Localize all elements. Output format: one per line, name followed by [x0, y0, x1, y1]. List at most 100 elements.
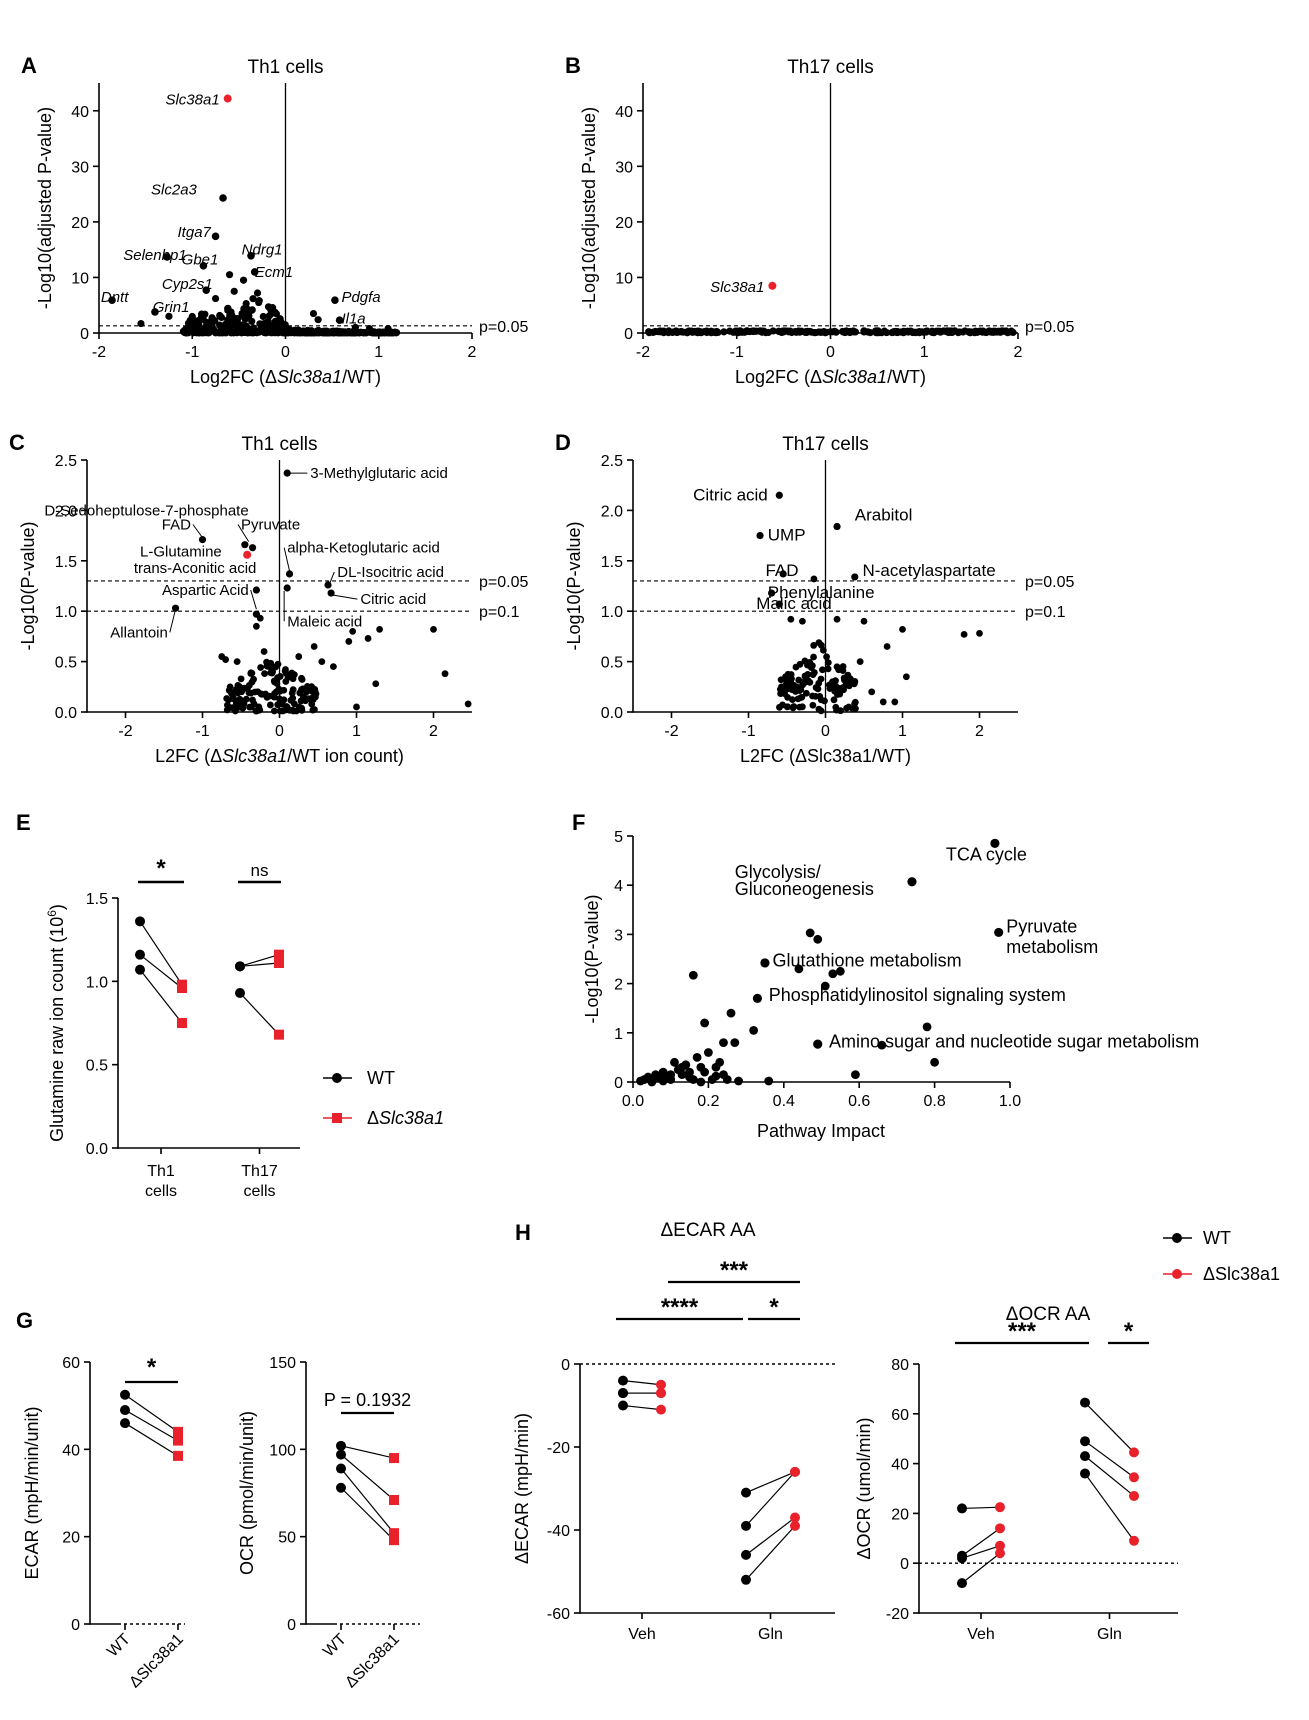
data-point [660, 327, 668, 335]
x-tick-label: Veh [628, 1626, 656, 1643]
panel-title: Th17 cells [787, 57, 874, 78]
significance-label: * [769, 1294, 779, 1321]
point-label: Gbe1 [182, 252, 219, 269]
y-axis-label: -Log10(P-value) [582, 894, 602, 1023]
y-tick-label: 1.5 [55, 554, 77, 571]
x-axis-label-part: /WT) [887, 367, 926, 387]
y-axis-label: -Log10(adjusted P-value) [35, 107, 55, 309]
point-label: Glycolysis/ [735, 862, 821, 882]
point-label: Phenylalanine [768, 583, 875, 602]
x-axis-label-part: Log2FC (Δ [190, 367, 277, 387]
pair-line [1084, 1473, 1135, 1542]
data-point [227, 329, 236, 337]
data-point [677, 328, 686, 336]
x-tick-label: 0.4 [773, 1093, 795, 1110]
y-tick-label: 0.5 [55, 655, 77, 672]
y-tick-label: 0 [287, 1617, 296, 1634]
data-point [891, 698, 899, 706]
data-point [779, 570, 787, 578]
highlight-point [768, 281, 777, 290]
data-point [275, 685, 283, 693]
y-tick-label: 60 [62, 1355, 80, 1372]
x-tick-label: Th1 [147, 1163, 175, 1180]
threshold-label: p=0.05 [1025, 574, 1074, 591]
data-point [237, 675, 245, 683]
y-tick-label: 4 [614, 878, 623, 895]
data-point [276, 673, 284, 680]
data-point [647, 1077, 657, 1087]
point-label: Phosphatidylinositol signaling system [769, 985, 1066, 1005]
wt-point [1080, 1436, 1090, 1447]
data-point [746, 328, 754, 336]
panel-c-metabolite-volcano-th1: C Th1 cells 0.0 0.5 1.0 1.5 2.0 2.5 -2 -1 0 1 2 p=0.0… [9, 430, 528, 766]
data-point [353, 703, 360, 711]
data-point [311, 706, 318, 713]
x-tick-label: cells [243, 1183, 275, 1200]
x-tick-label: WT [104, 1631, 134, 1661]
data-point [787, 615, 795, 623]
y-tick-label: -20 [547, 1440, 570, 1457]
data-point [181, 326, 189, 334]
ko-point [995, 1548, 1005, 1559]
data-point [464, 700, 472, 708]
y-axis-label: ΔOCR (umol/min) [854, 1417, 874, 1559]
wt-point [235, 988, 245, 998]
data-point [726, 327, 734, 335]
x-tick-label: ΔSlc38a1 [342, 1631, 403, 1692]
highlight-label: L-Glutamine [140, 544, 222, 561]
data-point [758, 328, 766, 336]
data-point [314, 316, 322, 324]
point-label: Il1a [341, 311, 365, 328]
data-point [715, 1057, 725, 1067]
x-tick-label: 0 [275, 723, 284, 740]
significance-label: * [156, 855, 166, 882]
data-point [685, 327, 693, 335]
data-point [877, 1040, 887, 1050]
x-tick-label: 2 [468, 344, 477, 361]
data-point [768, 589, 776, 597]
x-axis-label-part: /WT ion count) [287, 746, 404, 766]
data-point [796, 703, 803, 711]
wt-point [135, 916, 145, 927]
leader-line [329, 571, 335, 585]
pair-line [139, 969, 183, 1024]
data-point [373, 329, 381, 337]
data-point [778, 328, 786, 337]
data-point [230, 287, 238, 295]
data-point [688, 1075, 698, 1084]
data-point [289, 670, 297, 678]
data-point [282, 670, 290, 677]
data-point [271, 678, 278, 686]
data-point [253, 289, 262, 297]
ko-point [1129, 1447, 1139, 1458]
y-tick-label: 2 [614, 977, 623, 994]
data-point [253, 622, 260, 630]
y-axis-label: ΔECAR (mpH/min) [512, 1413, 532, 1564]
data-point [980, 328, 989, 336]
y-tick-label: 0 [900, 1556, 909, 1573]
pair-line [340, 1454, 395, 1501]
panel-title: ΔOCR AA [1006, 1304, 1091, 1325]
data-point [936, 328, 944, 336]
data-point [257, 690, 265, 698]
point-label: Cyp2s1 [162, 276, 213, 293]
panel-a-volcano-th1: A Th1 cells 0 10 20 30 40 -2 -1 0 1 2p=0.05 -Log10(a… [21, 53, 528, 387]
pair-line [139, 954, 183, 989]
data-point [137, 319, 145, 328]
wt-point [135, 964, 145, 975]
data-point [284, 329, 292, 337]
data-point [837, 707, 844, 715]
data-point [752, 993, 763, 1003]
data-point [688, 970, 698, 980]
x-tick-label: -2 [118, 723, 132, 740]
data-point [108, 296, 116, 305]
y-tick-label: 3 [614, 927, 623, 944]
data-point [211, 317, 219, 325]
data-point [285, 570, 294, 578]
x-tick-label: -2 [636, 344, 650, 361]
data-point [351, 323, 360, 332]
legend-marker-wt [332, 1073, 342, 1083]
point-label: Aspartic Acid [162, 582, 249, 599]
data-point [907, 877, 917, 887]
